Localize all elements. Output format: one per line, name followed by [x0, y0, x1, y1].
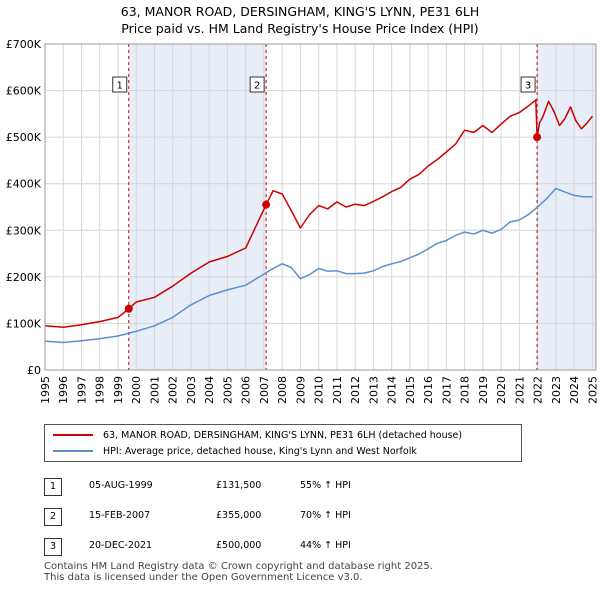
y-tick-label-7: £700K — [6, 38, 42, 51]
x-tick-label-5: 2000 — [130, 376, 143, 404]
y-tick-label-6: £600K — [6, 85, 42, 98]
x-tick-label-27: 2022 — [532, 376, 545, 404]
y-tick-label-5: £500K — [6, 131, 42, 144]
series-line-hpi — [44, 187, 593, 344]
x-tick-label-21: 2016 — [422, 376, 435, 404]
legend-label-property: 63, MANOR ROAD, DERSINGHAM, KING'S LYNN,… — [103, 429, 463, 441]
series-lines — [44, 99, 593, 344]
y-tick-label-3: £300K — [6, 224, 42, 237]
chart-badge-1: 1 — [112, 76, 128, 93]
sale-badge-3: 3 — [44, 538, 62, 556]
chart-title: 63, MANOR ROAD, DERSINGHAM, KING'S LYNN,… — [0, 3, 600, 37]
legend-item-property: 63, MANOR ROAD, DERSINGHAM, KING'S LYNN,… — [53, 427, 462, 443]
legend-swatch-property — [53, 434, 93, 436]
chart-badge-box-1 — [112, 76, 128, 93]
sale-price-2: £355,000 — [216, 510, 262, 521]
sale-badges: 1 2 3 — [112, 76, 536, 93]
sale-price-1: £131,500 — [216, 480, 262, 491]
x-tick-label-10: 2005 — [221, 376, 234, 404]
y-tick-label-2: £200K — [6, 271, 42, 284]
x-tick-label-7: 2002 — [167, 376, 180, 404]
x-tick-label-6: 2001 — [148, 376, 161, 404]
x-tick-label-29: 2024 — [568, 376, 581, 404]
legend-label-hpi: HPI: Average price, detached house, King… — [103, 445, 417, 457]
x-tick-label-26: 2021 — [513, 376, 526, 404]
axes: £0 £100K £200K £300K £400K £500K £600K £700K 199… — [6, 38, 600, 404]
x-tick-label-16: 2011 — [331, 376, 344, 404]
sale-badge-2: 2 — [44, 508, 62, 526]
x-tick-label-22: 2017 — [440, 376, 453, 404]
y-tick-label-1: £100K — [6, 317, 42, 330]
sale-badge-1: 1 — [44, 478, 62, 496]
x-tick-label-12: 2007 — [258, 376, 271, 404]
sale-hpi-3: 44% ↑ HPI — [300, 540, 351, 551]
x-tick-label-25: 2020 — [495, 376, 508, 404]
x-tick-label-24: 2019 — [477, 376, 490, 404]
x-tick-label-23: 2018 — [459, 376, 472, 404]
x-tick-label-9: 2004 — [203, 376, 216, 404]
x-tick-label-14: 2009 — [294, 376, 307, 404]
sale-date-1: 05-AUG-1999 — [89, 480, 153, 491]
chart-badge-3: 3 — [520, 76, 536, 93]
chart-badge-label-1: 1 — [117, 81, 123, 92]
y-tick-label-0: £0 — [27, 364, 41, 377]
sale-hpi-1: 55% ↑ HPI — [300, 480, 351, 491]
sale-price-3: £500,000 — [216, 540, 262, 551]
price-chart: 1 2 3 £0 £100K £200K £300K £400K £500K £600K £700… — [6, 38, 600, 404]
shaded-range-1 — [128, 44, 267, 370]
x-tick-label-15: 2010 — [313, 376, 326, 404]
shaded-range-2 — [537, 44, 596, 370]
x-tick-label-30: 2025 — [586, 376, 599, 404]
series-line-property — [44, 99, 593, 328]
sale-hpi-2: 70% ↑ HPI — [300, 510, 351, 521]
title-line-1: 63, MANOR ROAD, DERSINGHAM, KING'S LYNN,… — [120, 4, 480, 19]
x-tick-label-19: 2014 — [386, 376, 399, 404]
x-tick-label-11: 2006 — [240, 376, 253, 404]
x-tick-label-8: 2003 — [185, 376, 198, 404]
sale-points — [124, 133, 542, 313]
footer: Contains HM Land Registry data © Crown c… — [44, 561, 433, 583]
chart-badge-box-3 — [520, 76, 536, 93]
chart-badge-2: 2 — [249, 76, 265, 93]
sale-date-3: 20-DEC-2021 — [89, 540, 153, 551]
sale-point-2 — [262, 200, 271, 209]
sale-date-2: 15-FEB-2007 — [89, 510, 151, 521]
x-tick-label-18: 2013 — [367, 376, 380, 404]
x-tick-label-3: 1998 — [94, 376, 107, 404]
footer-line-1: Contains HM Land Registry data © Crown c… — [44, 561, 433, 572]
x-tick-label-1: 1996 — [57, 376, 70, 404]
legend-item-hpi: HPI: Average price, detached house, King… — [53, 443, 417, 459]
legend: 63, MANOR ROAD, DERSINGHAM, KING'S LYNN,… — [44, 424, 522, 462]
x-tick-label-28: 2023 — [550, 376, 563, 404]
shaded-ranges — [128, 44, 596, 370]
title-line-2: Price paid vs. HM Land Registry's House … — [121, 21, 479, 36]
chart-badge-label-3: 3 — [525, 81, 531, 92]
x-tick-label-13: 2008 — [276, 376, 289, 404]
chart-badge-box-2 — [249, 76, 265, 93]
sale-point-3 — [533, 133, 542, 142]
x-tick-label-4: 1999 — [112, 376, 125, 404]
sale-point-1 — [124, 304, 133, 313]
x-tick-label-2: 1997 — [75, 376, 88, 404]
chart-badge-label-2: 2 — [254, 81, 260, 92]
y-tick-label-4: £400K — [6, 178, 42, 191]
plot-frame — [44, 43, 597, 371]
legend-swatch-hpi — [53, 450, 93, 452]
x-tick-label-17: 2012 — [349, 376, 362, 404]
x-tick-label-20: 2015 — [404, 376, 417, 404]
footer-line-2: This data is licensed under the Open Gov… — [44, 572, 363, 583]
x-tick-label-0: 1995 — [39, 376, 52, 404]
